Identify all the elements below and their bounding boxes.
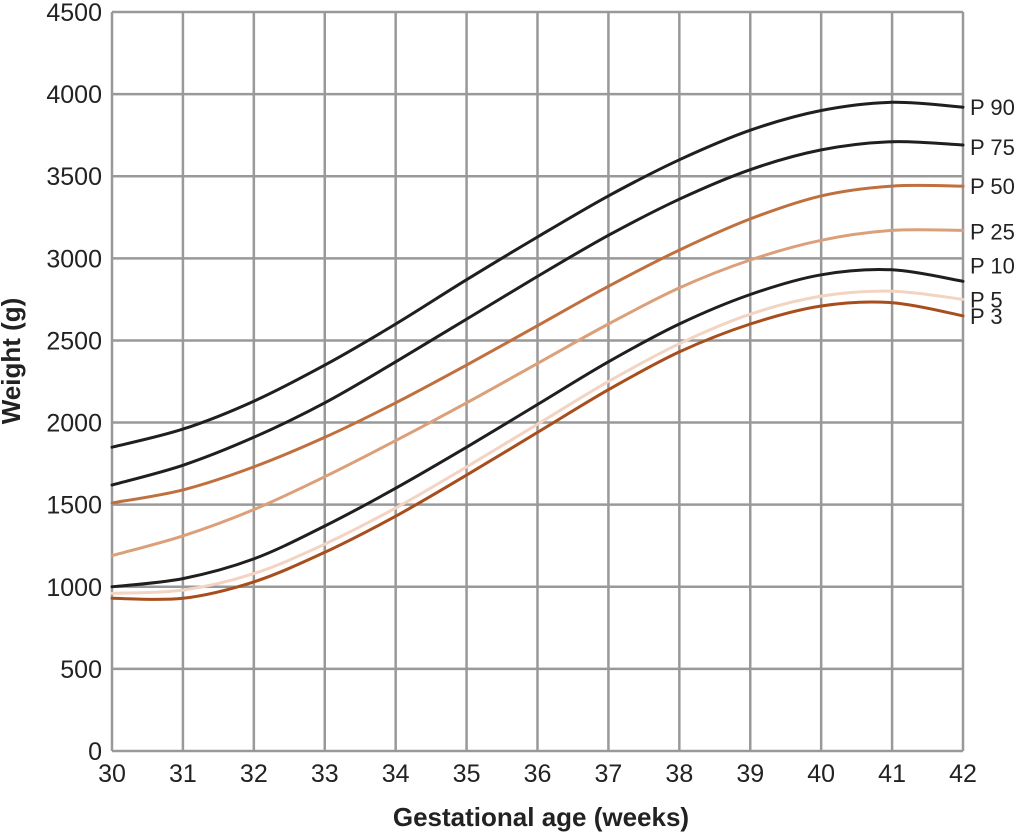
y-tick-label: 3500 xyxy=(46,163,102,191)
x-tick-label: 35 xyxy=(453,760,481,788)
y-tick-label: 500 xyxy=(60,656,102,684)
series-line-p5 xyxy=(110,289,965,595)
series-label-p50: P 50 xyxy=(970,174,1015,199)
x-tick-label: 41 xyxy=(878,760,906,788)
series-label-p90: P 90 xyxy=(970,95,1015,120)
series-label-p75: P 75 xyxy=(970,135,1015,160)
y-tick-label: 4000 xyxy=(46,81,102,109)
y-tick-label: 2000 xyxy=(46,410,102,438)
x-tick-label: 31 xyxy=(169,760,197,788)
series-label-p3: P 3 xyxy=(970,304,1003,329)
y-axis-ticks: 0 500 1000 1500 2000 2500 3000 3500 4000 4500 xyxy=(46,0,102,766)
x-tick-label: 32 xyxy=(240,760,268,788)
y-axis-title: Weight (g) xyxy=(0,298,26,425)
x-tick-label: 36 xyxy=(524,760,552,788)
x-tick-label: 39 xyxy=(736,760,764,788)
series-line-p3 xyxy=(110,300,965,601)
y-tick-label: 1500 xyxy=(46,492,102,520)
x-tick-label: 33 xyxy=(311,760,339,788)
y-tick-label: 2500 xyxy=(46,327,102,355)
x-tick-label: 30 xyxy=(98,760,126,788)
series-label-p10: P 10 xyxy=(970,253,1015,278)
x-tick-label: 40 xyxy=(807,760,835,788)
series-line-p25 xyxy=(110,228,965,558)
y-tick-label: 3000 xyxy=(46,245,102,273)
x-tick-label: 34 xyxy=(382,760,410,788)
grid xyxy=(110,10,965,753)
series-line-p75 xyxy=(110,140,965,487)
x-tick-label: 38 xyxy=(665,760,693,788)
x-axis-ticks: 30 31 32 33 34 35 36 37 38 39 40 41 42 xyxy=(98,760,977,788)
x-tick-label: 42 xyxy=(949,760,977,788)
y-tick-label: 1000 xyxy=(46,574,102,602)
series-label-p5: P 5 xyxy=(970,287,1003,312)
series-line-p50 xyxy=(110,183,965,505)
y-tick-label: 4500 xyxy=(46,0,102,27)
series-labels: P 90 P 75 P 50 P 25 P 10 P 5P 3 xyxy=(970,95,1015,329)
series-group xyxy=(110,100,965,601)
series-line-p90 xyxy=(110,100,965,449)
y-tick-label: 0 xyxy=(88,738,102,766)
x-axis-title: Gestational age (weeks) xyxy=(393,802,689,832)
x-tick-label: 37 xyxy=(595,760,623,788)
series-line-p10 xyxy=(110,268,965,589)
series-label-p25: P 25 xyxy=(970,219,1015,244)
